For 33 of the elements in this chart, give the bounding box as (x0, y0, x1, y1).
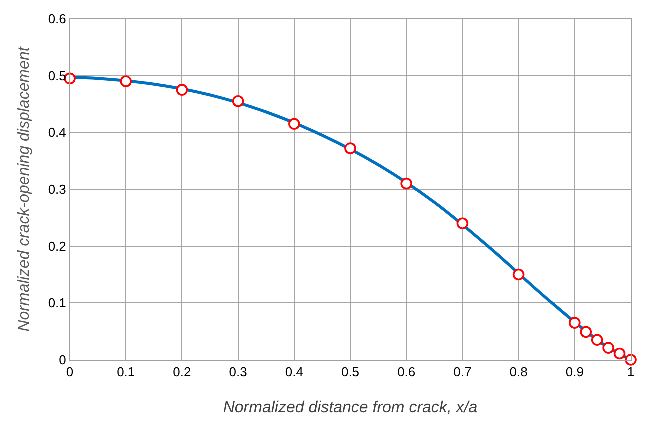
x-tick-label: 0.4 (285, 364, 304, 380)
point (344, 142, 356, 154)
point (602, 342, 614, 354)
x-tick-label: 0.1 (117, 364, 136, 380)
y-tick-label: 0 (59, 352, 66, 368)
y-tick-label: 0.1 (48, 296, 66, 311)
point (288, 118, 300, 130)
y-tick-label: 0.5 (48, 68, 66, 84)
point (591, 334, 604, 346)
x-tick-label: 0.9 (566, 364, 584, 380)
point (176, 84, 188, 96)
point (456, 218, 469, 230)
y-tick-label: 0.2 (48, 238, 66, 254)
point (580, 326, 592, 338)
point (569, 317, 581, 329)
point (512, 268, 525, 281)
y-tick-label: 0.6 (48, 12, 66, 27)
point (232, 96, 244, 108)
x-tick-label: 0.5 (341, 364, 360, 380)
y-tick-label: 0.4 (48, 125, 66, 140)
point (625, 354, 637, 366)
x-axis-title: Normalized distance from crack, x/a (223, 399, 478, 416)
point (614, 348, 626, 360)
point (120, 76, 132, 88)
y-axis-title: Normalized crack-opening displacement (16, 46, 34, 332)
y-tick-label: 0.3 (48, 182, 66, 198)
point (400, 178, 412, 190)
x-tick-label: 1 (627, 364, 635, 380)
x-tick-label: 0.7 (454, 364, 472, 380)
x-tick-label: 0.6 (398, 364, 416, 380)
x-tick-label: 0.2 (173, 364, 192, 380)
x-tick-label: 0.8 (510, 364, 528, 380)
x-tick-label: 0.3 (229, 364, 248, 380)
